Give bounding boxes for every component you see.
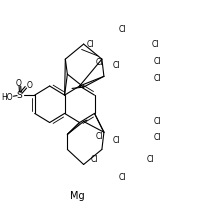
Text: Cl: Cl (119, 25, 126, 34)
Text: Cl: Cl (153, 74, 160, 83)
Text: Cl: Cl (153, 117, 160, 126)
Text: HO: HO (1, 93, 13, 102)
Text: O: O (27, 81, 32, 90)
Text: Cl: Cl (146, 155, 153, 164)
Text: Cl: Cl (112, 136, 120, 145)
Text: Cl: Cl (112, 61, 120, 70)
Text: S: S (17, 91, 22, 100)
Text: Cl: Cl (119, 173, 126, 182)
Text: Cl: Cl (86, 40, 94, 49)
Text: O: O (16, 79, 21, 88)
Text: Cl: Cl (90, 155, 98, 164)
Text: Cl: Cl (153, 133, 160, 142)
Text: Cl: Cl (151, 40, 158, 49)
Text: Cl: Cl (95, 58, 103, 67)
Text: Cl: Cl (95, 132, 103, 141)
Text: Mg: Mg (69, 191, 84, 201)
Text: Cl: Cl (153, 57, 160, 66)
